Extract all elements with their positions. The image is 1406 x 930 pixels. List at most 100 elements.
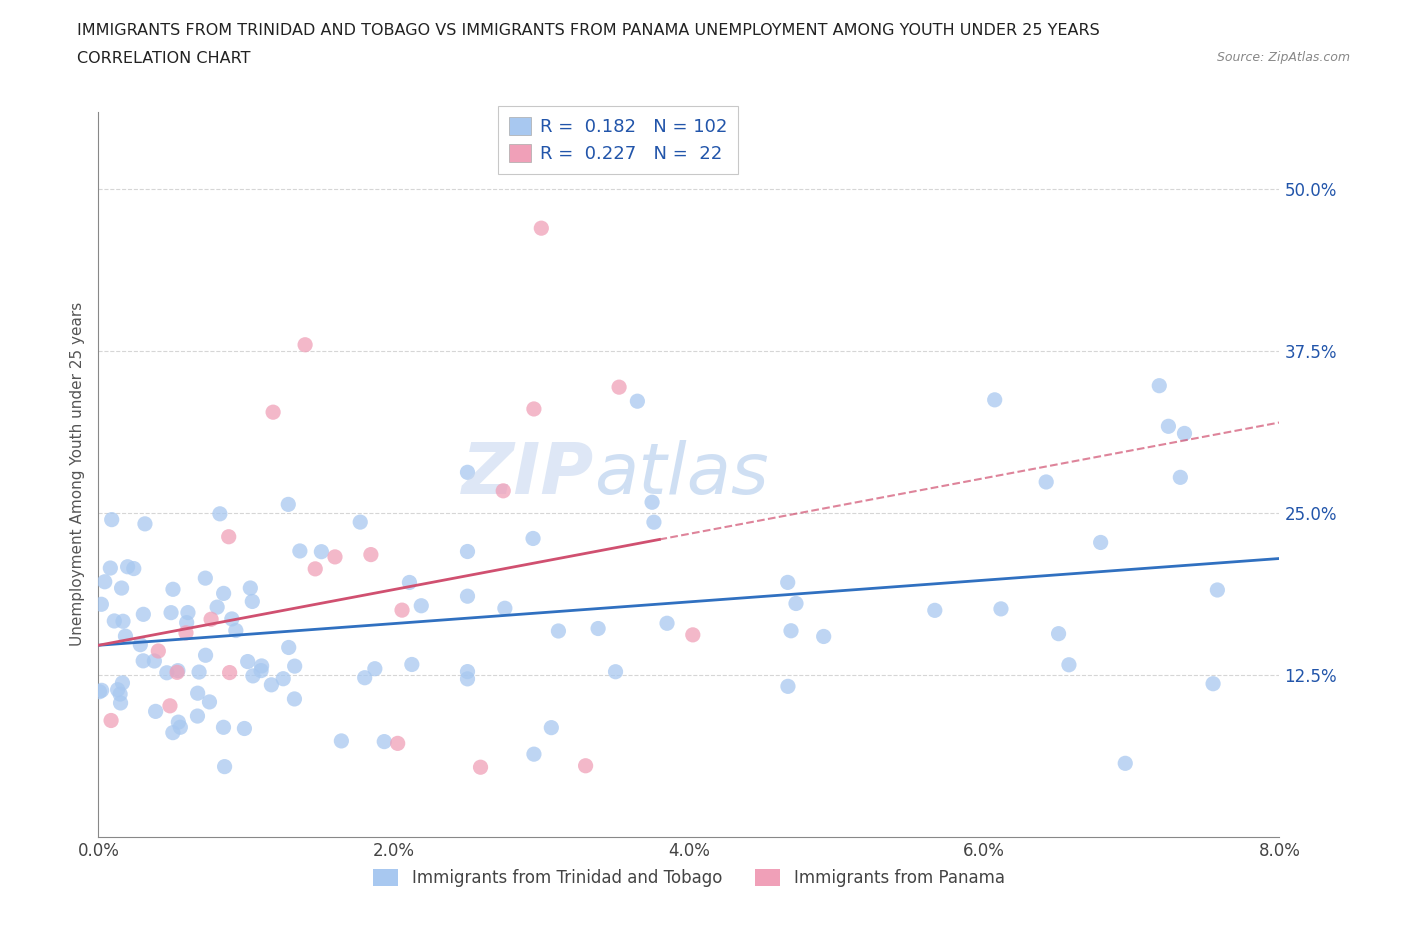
Point — [323, 550, 346, 565]
Point — [605, 664, 627, 679]
Point — [1090, 535, 1112, 550]
Point — [364, 661, 387, 676]
Point — [167, 714, 190, 729]
Point — [1206, 582, 1229, 597]
Point — [277, 640, 299, 655]
Point — [547, 623, 569, 638]
Point — [148, 644, 170, 658]
Point — [122, 561, 145, 576]
Point — [283, 692, 305, 707]
Point — [271, 671, 294, 686]
Point — [198, 695, 221, 710]
Point — [236, 654, 259, 669]
Point — [540, 720, 562, 735]
Point — [360, 547, 382, 562]
Point — [162, 725, 184, 740]
Point — [143, 654, 166, 669]
Point — [177, 605, 200, 620]
Point — [387, 736, 409, 751]
Point — [145, 704, 167, 719]
Point — [214, 759, 236, 774]
Point — [114, 629, 136, 644]
Y-axis label: Unemployment Among Youth under 25 years: Unemployment Among Youth under 25 years — [69, 302, 84, 646]
Point — [110, 696, 132, 711]
Point — [100, 713, 122, 728]
Point — [349, 514, 371, 529]
Point — [643, 514, 665, 529]
Point — [218, 529, 240, 544]
Text: IMMIGRANTS FROM TRINIDAD AND TOBAGO VS IMMIGRANTS FROM PANAMA UNEMPLOYMENT AMONG: IMMIGRANTS FROM TRINIDAD AND TOBAGO VS I… — [77, 23, 1099, 38]
Point — [233, 721, 256, 736]
Point — [98, 561, 121, 576]
Point — [1157, 418, 1180, 433]
Point — [186, 709, 208, 724]
Point — [239, 580, 262, 595]
Point — [330, 734, 353, 749]
Point — [641, 495, 664, 510]
Text: atlas: atlas — [595, 440, 769, 509]
Point — [159, 698, 181, 713]
Point — [523, 747, 546, 762]
Point — [353, 671, 375, 685]
Point — [221, 612, 243, 627]
Point — [225, 623, 247, 638]
Point — [169, 720, 191, 735]
Point — [288, 543, 311, 558]
Point — [1114, 756, 1136, 771]
Point — [162, 582, 184, 597]
Text: Source: ZipAtlas.com: Source: ZipAtlas.com — [1216, 51, 1350, 64]
Point — [212, 720, 235, 735]
Point — [398, 575, 420, 590]
Point — [457, 671, 479, 686]
Point — [110, 580, 132, 595]
Point — [494, 601, 516, 616]
Point — [93, 575, 115, 590]
Point — [1149, 379, 1171, 393]
Point — [89, 684, 111, 699]
Point — [132, 607, 155, 622]
Point — [983, 392, 1005, 407]
Point — [1047, 626, 1070, 641]
Point — [166, 665, 188, 680]
Point — [1170, 470, 1192, 485]
Point — [132, 654, 155, 669]
Point — [208, 506, 231, 521]
Point — [205, 600, 228, 615]
Point — [117, 559, 139, 574]
Point — [411, 598, 433, 613]
Point — [311, 544, 333, 559]
Point — [250, 658, 273, 673]
Point — [294, 338, 316, 352]
Point — [401, 657, 423, 671]
Point — [250, 663, 273, 678]
Point — [655, 616, 678, 631]
Point — [373, 734, 395, 749]
Point — [776, 679, 799, 694]
Point — [103, 614, 125, 629]
Point — [194, 571, 217, 586]
Point — [522, 531, 544, 546]
Point — [90, 597, 112, 612]
Point — [129, 637, 152, 652]
Point — [166, 663, 188, 678]
Point — [212, 586, 235, 601]
Point — [174, 625, 197, 640]
Point — [575, 758, 598, 773]
Point — [523, 402, 546, 417]
Point — [785, 596, 807, 611]
Point — [304, 562, 326, 577]
Point — [776, 575, 799, 590]
Point — [107, 683, 129, 698]
Point — [813, 629, 835, 644]
Point — [1057, 658, 1080, 672]
Point — [156, 665, 179, 680]
Point — [160, 605, 183, 620]
Point — [108, 686, 131, 701]
Point — [188, 665, 211, 680]
Point — [470, 760, 492, 775]
Text: CORRELATION CHART: CORRELATION CHART — [77, 51, 250, 66]
Point — [924, 603, 946, 618]
Point — [1035, 474, 1057, 489]
Point — [607, 379, 630, 394]
Point — [187, 685, 209, 700]
